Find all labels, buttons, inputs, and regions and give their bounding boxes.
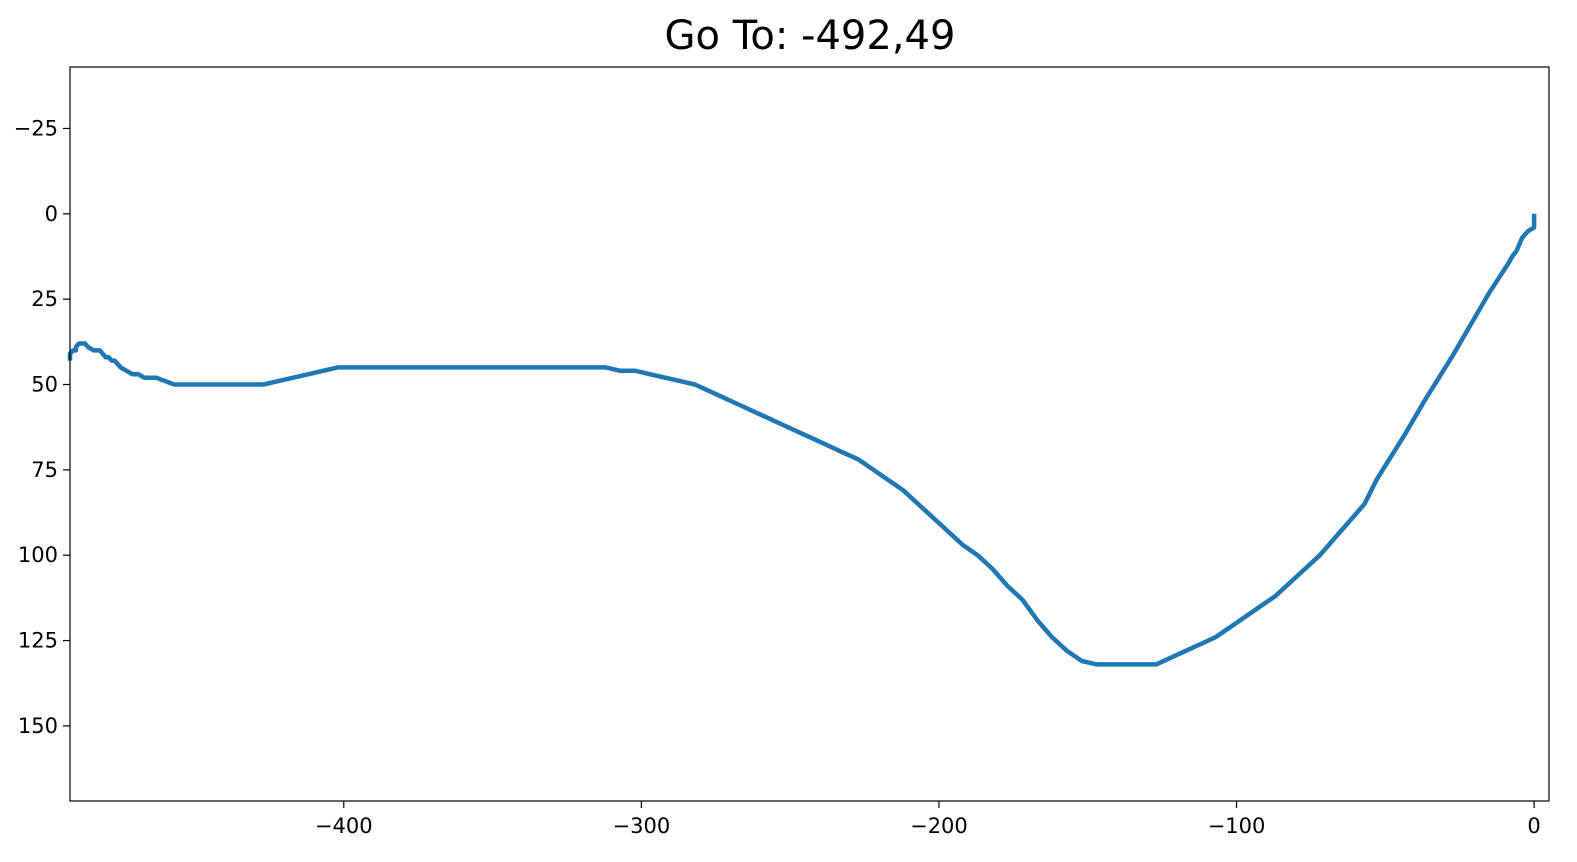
y-tick-label: 100 bbox=[18, 543, 58, 567]
x-tick-label: −400 bbox=[315, 814, 373, 838]
plot-area-frame bbox=[69, 66, 1550, 802]
x-tick-label: −200 bbox=[910, 814, 968, 838]
y-tick-label: 25 bbox=[31, 287, 58, 311]
y-tick-label: 0 bbox=[45, 202, 58, 226]
y-tick-label: 50 bbox=[31, 372, 58, 396]
x-tick-label: −100 bbox=[1208, 814, 1266, 838]
series-line bbox=[67, 213, 1537, 667]
x-tick-label: −300 bbox=[613, 814, 671, 838]
x-axis-ticks: −400 −300 −200 −100 0 bbox=[315, 801, 1541, 838]
chart-title: Go To: -492,49 bbox=[664, 13, 956, 59]
series-lines bbox=[67, 213, 1537, 667]
y-tick-label: 125 bbox=[18, 629, 58, 653]
y-tick-label: 75 bbox=[31, 458, 58, 482]
y-tick-label: 150 bbox=[18, 714, 58, 738]
x-tick-label: 0 bbox=[1527, 814, 1540, 838]
y-axis-ticks: −25 0 25 50 75 100 125 150 bbox=[14, 116, 70, 738]
y-tick-label: −25 bbox=[14, 116, 58, 140]
